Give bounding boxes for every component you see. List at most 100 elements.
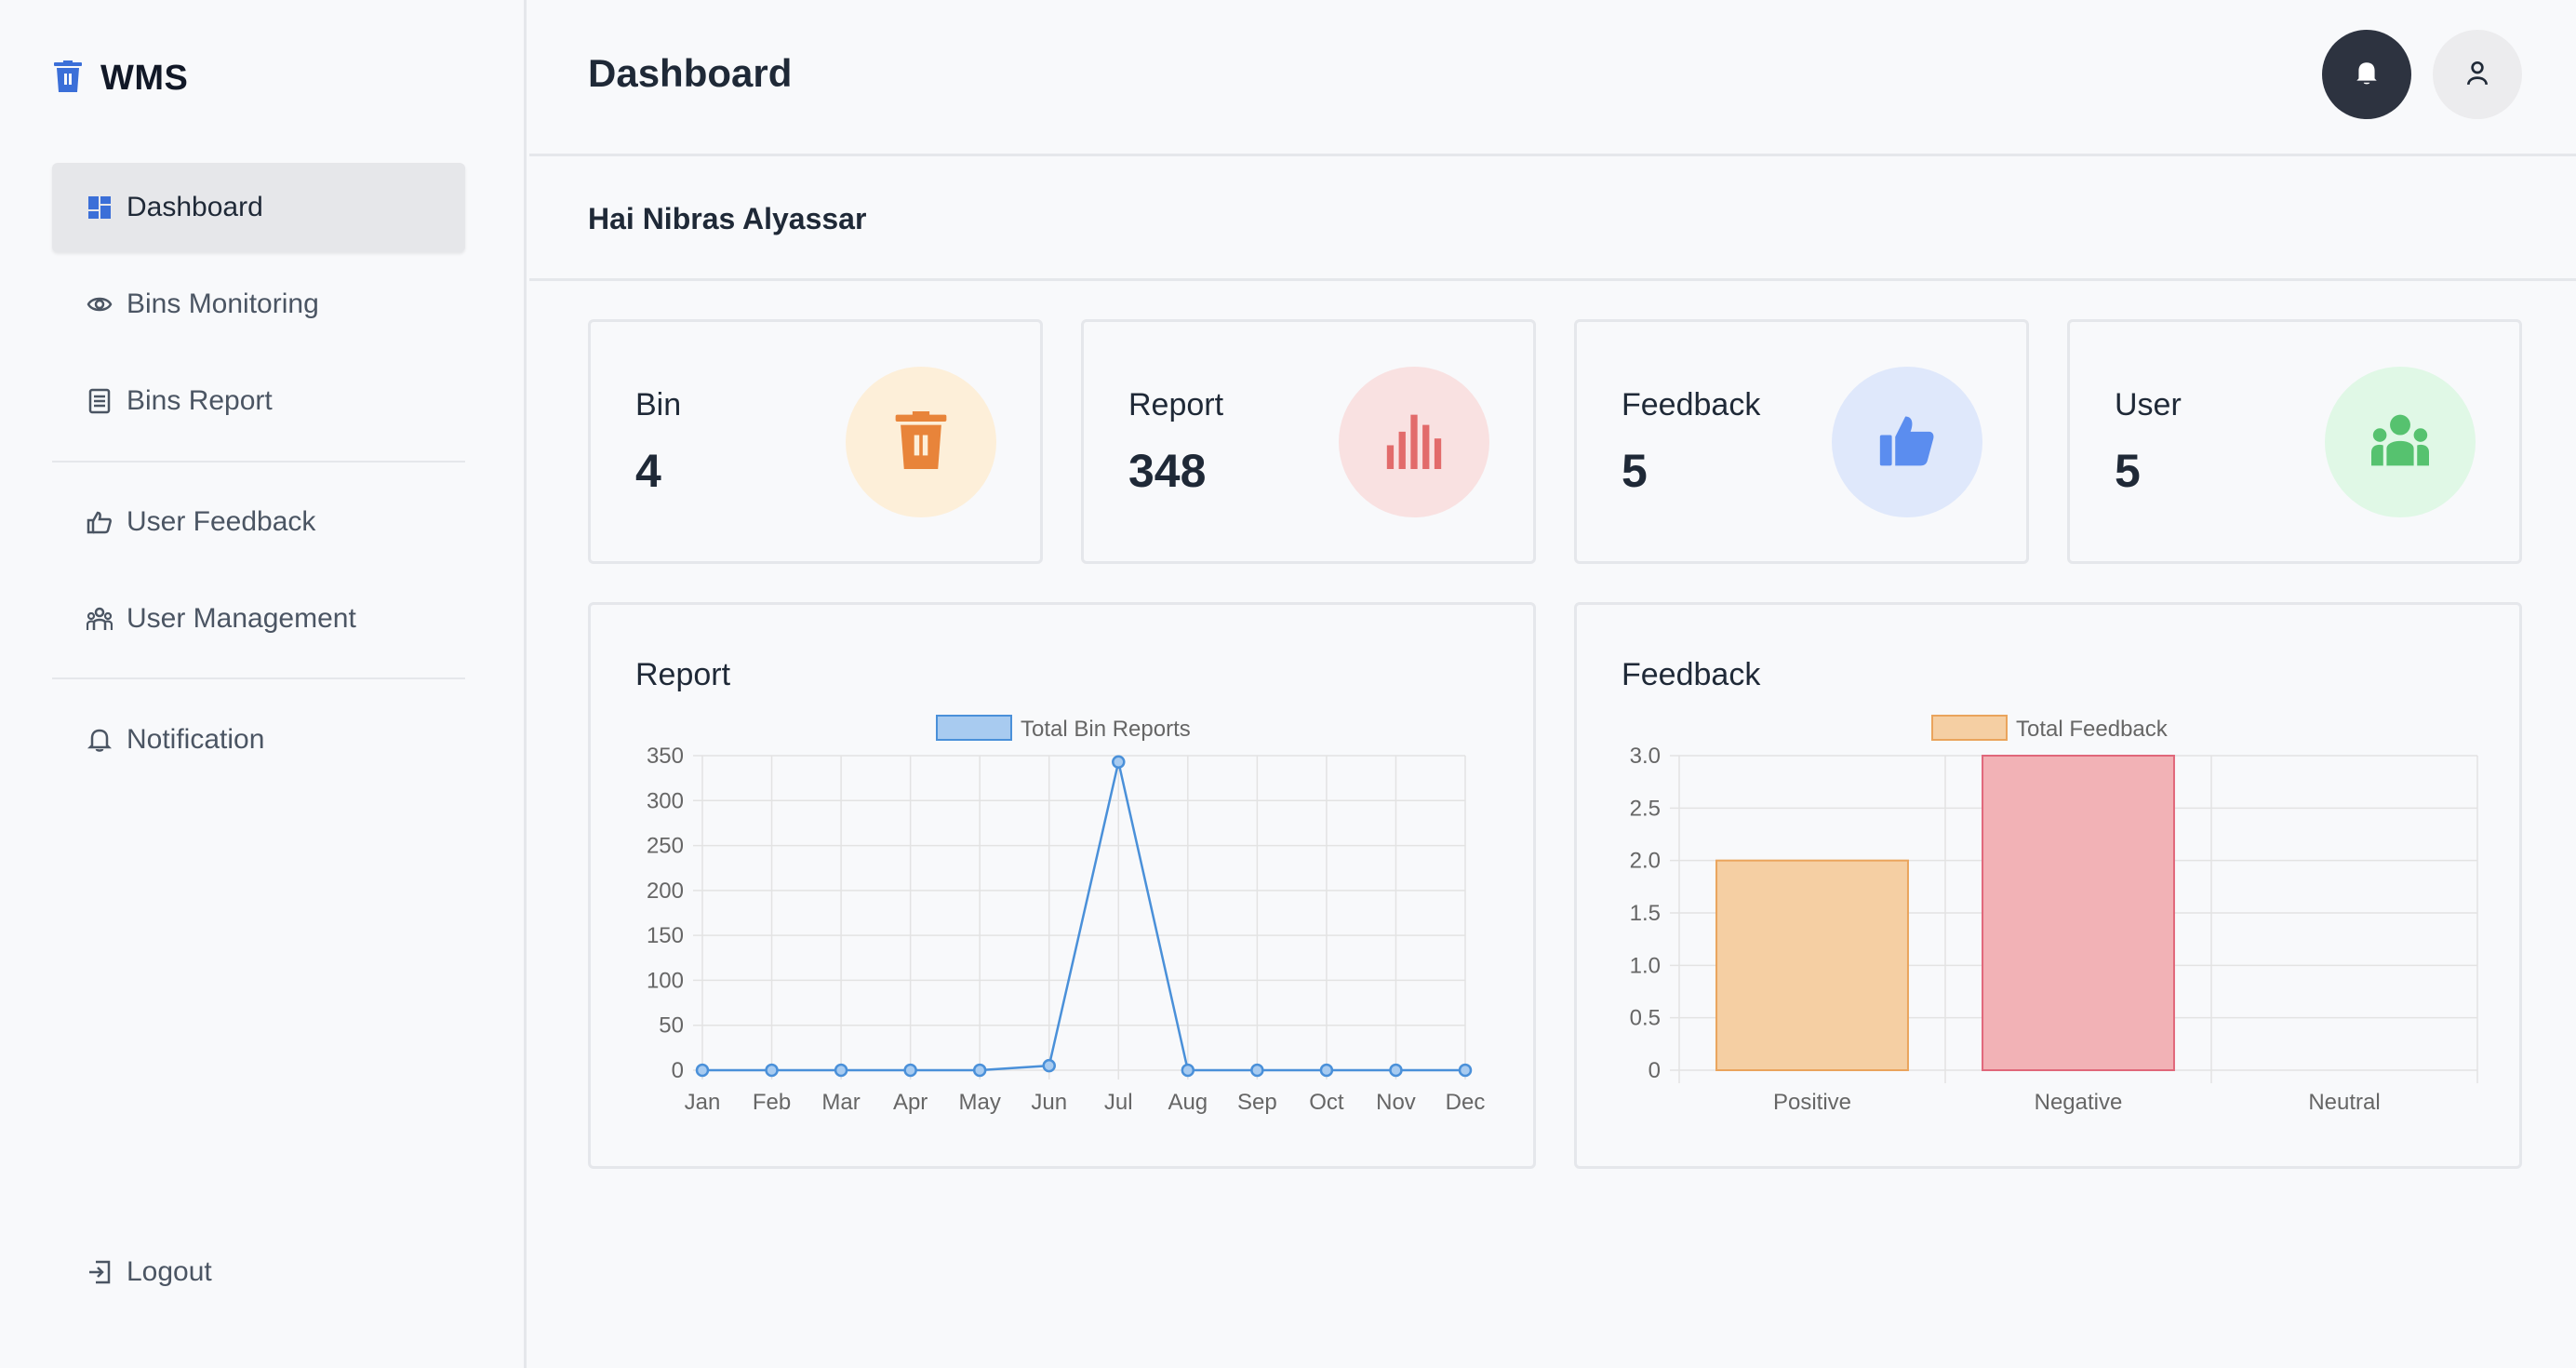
data-point: [1319, 1063, 1334, 1078]
logout-icon: [84, 1256, 115, 1288]
stat-label: Feedback: [1622, 387, 1761, 422]
legend-label: Total Feedback: [2016, 717, 2169, 742]
report-list-icon: [84, 385, 115, 417]
sidebar-item-bins-report[interactable]: Bins Report: [52, 356, 465, 446]
x-tick-label: Jan: [685, 1090, 721, 1115]
x-tick-label: Aug: [1168, 1090, 1208, 1115]
sidebar-item-label: Bins Report: [127, 385, 273, 416]
sidebar-item-user-management[interactable]: User Management: [52, 574, 465, 664]
profile-button[interactable]: [2433, 30, 2522, 119]
sidebar-item-label: User Management: [127, 603, 356, 634]
sidebar-item-bins-monitoring[interactable]: Bins Monitoring: [52, 260, 465, 349]
sidebar-divider: [52, 461, 465, 463]
eye-icon: [84, 288, 115, 320]
chart-title: Feedback: [1622, 657, 1761, 692]
x-tick-label: Jun: [1031, 1090, 1067, 1115]
page-title: Dashboard: [588, 51, 793, 95]
app-name: WMS: [100, 58, 189, 98]
y-tick-label: 50: [659, 1013, 684, 1039]
bar: [1715, 859, 1909, 1071]
data-point: [1458, 1063, 1473, 1078]
x-tick-label: Mar: [821, 1090, 860, 1115]
feedback-bar-chart: Total Feedback 0 0.5 1.0 1.5 2.0 2.5 3.0 Positiv…: [1630, 715, 2478, 1115]
greeting-bar: Hai Nibras Alyassar: [529, 159, 2576, 281]
thumbs-up-icon: [1878, 411, 1936, 474]
stat-label: Bin: [635, 387, 682, 422]
stat-card-report: Report 348: [1081, 319, 1536, 564]
x-tick-label: May: [959, 1090, 1001, 1115]
bell-icon: [2353, 59, 2381, 91]
stat-icon-circle: [1339, 367, 1489, 517]
series-line: [702, 761, 1465, 1072]
y-tick-label: 350: [647, 744, 684, 769]
sidebar-item-notification[interactable]: Notification: [52, 695, 465, 785]
sidebar-item-label: User Feedback: [127, 506, 316, 537]
stat-icon-circle: [846, 367, 996, 517]
sidebar-item-label: Notification: [127, 724, 265, 755]
top-header: Dashboard: [529, 0, 2576, 156]
thumbs-up-icon: [84, 506, 115, 538]
user-icon: [2463, 59, 2491, 91]
data-point: [903, 1063, 917, 1078]
x-tick-label: Feb: [753, 1090, 791, 1115]
trash-bin-icon: [892, 410, 950, 474]
y-tick-label: 2.5: [1630, 796, 1661, 821]
stat-value: 5: [1622, 445, 1648, 497]
sidebar-item-label: Bins Monitoring: [127, 288, 319, 319]
chart-title: Report: [635, 657, 731, 692]
logout-label: Logout: [127, 1256, 212, 1287]
y-tick-label: 2.0: [1630, 849, 1661, 874]
sidebar-item-dashboard[interactable]: Dashboard: [52, 163, 465, 252]
sidebar-item-user-feedback[interactable]: User Feedback: [52, 477, 465, 567]
stat-value: 348: [1128, 445, 1207, 497]
data-point: [1181, 1063, 1195, 1078]
data-point: [1389, 1063, 1403, 1078]
x-tick-label: Sep: [1237, 1090, 1277, 1115]
legend-swatch: [936, 715, 1012, 741]
legend-label: Total Bin Reports: [1021, 717, 1191, 742]
x-tick-label: Dec: [1446, 1090, 1486, 1115]
y-tick-label: 100: [647, 968, 684, 993]
logout-button[interactable]: Logout: [52, 1227, 465, 1317]
sidebar-item-label: Dashboard: [127, 192, 263, 222]
stat-value: 5: [2115, 445, 2141, 497]
stat-value: 4: [635, 445, 661, 497]
stat-card-bin: Bin 4: [588, 319, 1043, 564]
x-tick-label: Positive: [1773, 1090, 1851, 1115]
bell-icon: [84, 724, 115, 756]
y-tick-label: 3.0: [1630, 744, 1661, 769]
data-point: [834, 1063, 848, 1078]
y-tick-label: 1.0: [1630, 953, 1661, 978]
x-tick-label: Oct: [1309, 1090, 1344, 1115]
stat-card-feedback: Feedback 5: [1574, 319, 2029, 564]
y-tick-label: 0: [1648, 1058, 1661, 1083]
x-tick-label: Neutral: [2308, 1090, 2380, 1115]
y-tick-label: 1.5: [1630, 901, 1661, 926]
brand[interactable]: WMS: [54, 58, 188, 99]
stat-label: Report: [1128, 387, 1224, 422]
trash-bin-icon: [54, 60, 82, 97]
y-tick-label: 0.5: [1630, 1006, 1661, 1031]
data-point: [1042, 1058, 1056, 1073]
bar: [1982, 755, 2175, 1071]
sidebar: WMS Dashboard Bins Monitoring Bins Repor…: [0, 0, 527, 1368]
notification-button[interactable]: [2322, 30, 2411, 119]
data-point: [972, 1063, 987, 1078]
y-tick-label: 150: [647, 923, 684, 948]
x-tick-label: Negative: [2035, 1090, 2123, 1115]
data-point: [1250, 1063, 1264, 1078]
users-icon: [84, 603, 115, 635]
y-tick-label: 0: [672, 1058, 684, 1083]
users-icon: [2371, 411, 2429, 474]
y-tick-label: 200: [647, 878, 684, 904]
stat-icon-circle: [1832, 367, 1982, 517]
feedback-chart-card: Feedback Total Feedback 0 0.5 1.0 1.5 2.0 2.5 3…: [1574, 602, 2522, 1169]
greeting-text: Hai Nibras Alyassar: [588, 202, 867, 235]
data-point: [695, 1063, 710, 1078]
dashboard-icon: [84, 192, 115, 223]
data-point: [765, 1063, 779, 1078]
legend-swatch: [1931, 715, 2008, 741]
x-tick-label: Apr: [893, 1090, 928, 1115]
stat-icon-circle: [2325, 367, 2476, 517]
